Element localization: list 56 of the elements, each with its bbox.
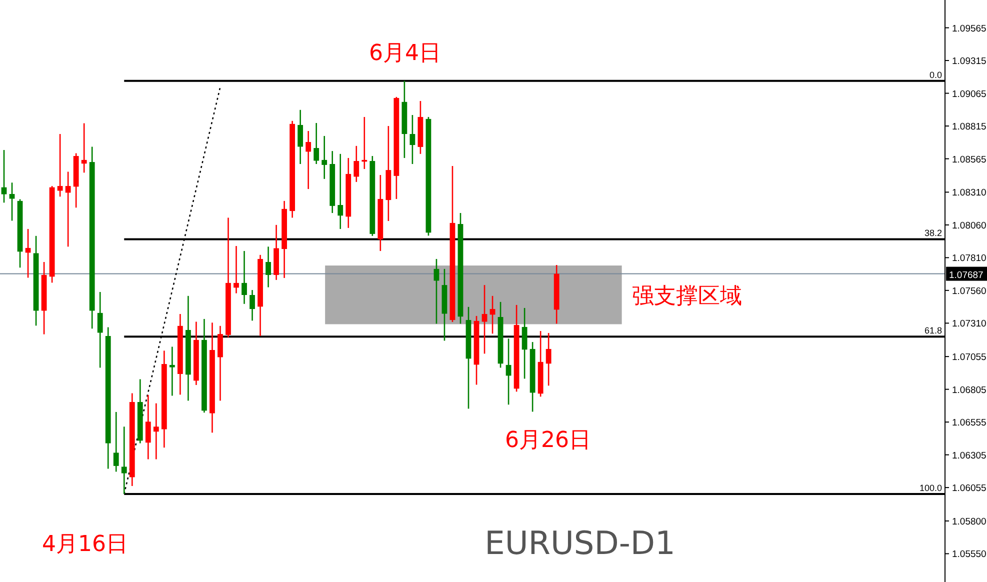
candlestick [121, 426, 127, 495]
y-tick-label: 1.08060 [952, 220, 986, 232]
y-tick-label: 1.06805 [952, 384, 986, 396]
y-tick-label: 1.06055 [952, 483, 986, 494]
y-tick-label: 1.09315 [952, 56, 986, 68]
y-tick-label: 1.06555 [952, 418, 986, 429]
candlestick [482, 284, 488, 354]
candlestick [1, 149, 7, 204]
band: 强支撑区域 [325, 266, 742, 324]
candlestick [250, 289, 255, 322]
candlestick [153, 402, 159, 460]
candlestick [314, 122, 320, 165]
y-tick-label: 1.09065 [952, 88, 986, 100]
y-tick-label: 1.08565 [952, 154, 986, 166]
annotation: 6月26日 [505, 428, 591, 453]
candlestick [490, 295, 496, 334]
candlestick [242, 250, 247, 305]
y-tick-label: 1.07560 [952, 286, 986, 297]
y-tick-label: 1.06305 [952, 450, 986, 462]
candlestick [81, 122, 87, 174]
candlestick [57, 133, 63, 198]
candlestick [169, 346, 175, 396]
candlestick [546, 332, 552, 386]
candlestick [266, 246, 271, 288]
candlestick [298, 109, 304, 165]
annotation: 100.0 [919, 482, 942, 493]
candlestick [97, 291, 103, 368]
candlestick [338, 153, 344, 230]
candlestick [322, 135, 328, 180]
y-tick-label: 1.09565 [952, 23, 986, 34]
candlestick [218, 325, 223, 402]
y-tick-label: 1.05550 [952, 549, 986, 560]
candlestick [145, 394, 151, 460]
y-tick-label: 1.07055 [952, 352, 986, 364]
candlestick [306, 130, 312, 190]
ref-line-label: 1.07687 [949, 270, 984, 281]
candlestick [113, 411, 119, 472]
annotation: 38.2 [924, 228, 942, 238]
candlestick [410, 114, 416, 165]
candlestick [506, 338, 512, 406]
y-tick-label: 1.08815 [952, 122, 986, 133]
annotation: 4月16日 [42, 532, 128, 557]
candlestick [522, 307, 528, 380]
y-tick-label: 1.07310 [952, 318, 986, 330]
candlestick [65, 171, 71, 248]
y-tick-label: 1.05800 [952, 516, 986, 528]
y-tick-label: 1.07810 [952, 253, 986, 264]
annotation: 61.8 [924, 326, 942, 336]
candlestick [354, 145, 360, 183]
candlestick [434, 258, 440, 324]
annotation: EURUSD-D1 [484, 524, 676, 562]
annotation: 0.0 [929, 70, 942, 80]
annotation: 6月4日 [369, 41, 441, 66]
candlestick [234, 245, 239, 294]
y-tick-label: 1.08310 [952, 188, 986, 199]
band-label: 强支撑区域 [632, 284, 742, 309]
